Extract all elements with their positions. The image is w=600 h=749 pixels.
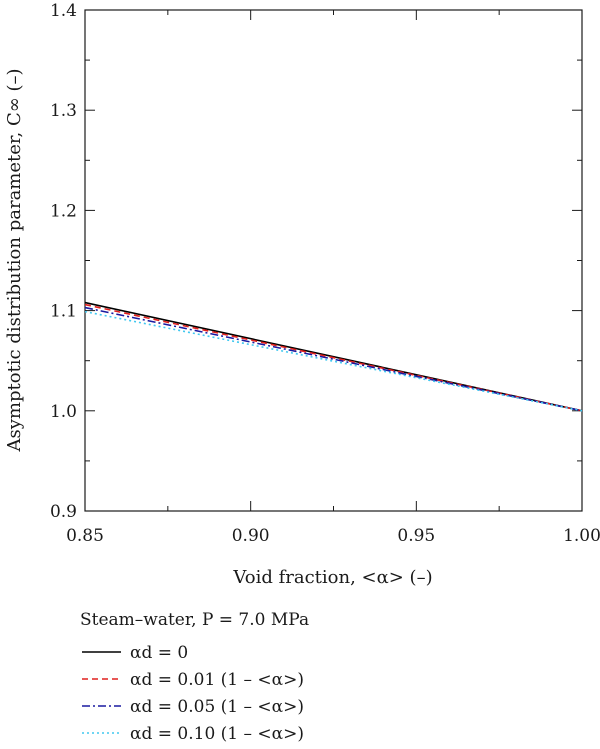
series-layer xyxy=(84,301,583,412)
legend-title: Steam–water, P = 7.0 MPa xyxy=(80,610,309,630)
y-tick-label: 1.0 xyxy=(50,402,77,422)
legend-entry: αd = 0.10 (1 – <α>) xyxy=(130,724,304,744)
legend-entry: αd = 0 xyxy=(130,643,188,663)
y-tick-label: 1.1 xyxy=(50,302,77,322)
legend-entry: αd = 0.05 (1 – <α>) xyxy=(130,697,304,717)
axis-ticks: 0.85 0.90 0.95 1.00 0.9 1.0 1.1 1.2 1.3 1.4 xyxy=(50,1,600,546)
plot-frame xyxy=(84,9,583,512)
series-line-1 xyxy=(84,303,583,412)
y-axis-label: Asymptotic distribution parameter, C∞ (–… xyxy=(4,68,25,452)
y-tick-label: 1.2 xyxy=(50,201,77,221)
x-tick-label: 0.90 xyxy=(232,526,270,546)
x-tick-label: 0.95 xyxy=(397,526,435,546)
y-tick-label: 0.9 xyxy=(50,502,77,522)
y-tick-label: 1.4 xyxy=(50,1,77,21)
x-tick-label: 0.85 xyxy=(66,526,104,546)
x-axis-label: Void fraction, <α> (–) xyxy=(232,567,432,588)
y-tick-label: 1.3 xyxy=(50,101,77,121)
series-line-3 xyxy=(84,310,583,412)
legend-entry: αd = 0.01 (1 – <α>) xyxy=(130,670,304,690)
series-line-2 xyxy=(84,306,583,412)
x-tick-label: 1.00 xyxy=(563,526,600,546)
legend: Steam–water, P = 7.0 MPa αd = 0 αd = 0.01… xyxy=(80,610,309,744)
